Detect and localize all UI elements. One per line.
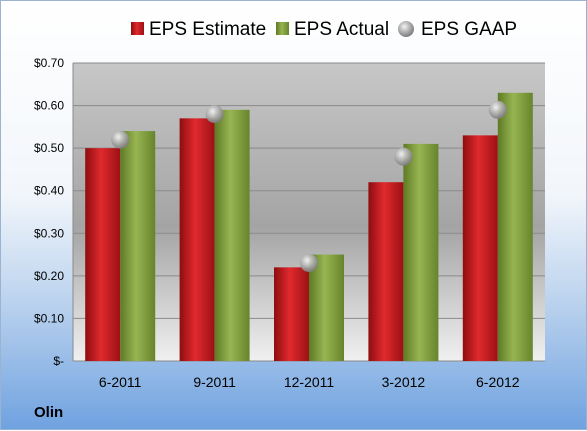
legend: EPS Estimate EPS Actual EPS GAAP xyxy=(131,19,517,40)
legend-label-actual: EPS Actual xyxy=(294,19,389,40)
legend-label-gaap: EPS GAAP xyxy=(421,19,517,40)
legend-swatch-estimate xyxy=(131,22,144,35)
y-tick-label: $0.20 xyxy=(34,269,64,283)
bar-estimate-6-2012 xyxy=(462,135,498,361)
x-tick-label: 12-2011 xyxy=(284,374,335,390)
bar-actual-3-2012 xyxy=(403,143,439,361)
marker-gaap-12-2011 xyxy=(300,254,318,273)
gaap-markers xyxy=(111,100,507,273)
x-tick-label: 3-2012 xyxy=(382,374,426,390)
marker-gaap-6-2012 xyxy=(488,100,507,119)
bar-estimate-9-2011 xyxy=(179,118,215,361)
y-tick-label: $0.40 xyxy=(34,184,64,198)
x-tick-label: 6-2012 xyxy=(476,374,520,390)
y-tick-label: $0.30 xyxy=(34,226,64,240)
x-tick-label: 9-2011 xyxy=(193,374,236,390)
bar-actual-6-2012 xyxy=(497,92,533,362)
bar-actual-9-2011 xyxy=(214,109,250,361)
x-axis: 6-2011 9-2011 12-2011 3-2012 6-2012 xyxy=(99,374,520,390)
legend-swatch-actual xyxy=(276,22,289,35)
marker-gaap-9-2011 xyxy=(205,105,224,124)
bar-estimate-12-2011 xyxy=(274,267,309,361)
bar-actual-12-2011 xyxy=(309,254,344,361)
bar-actual-6-2011 xyxy=(120,131,156,361)
y-tick-label: $0.10 xyxy=(34,311,64,325)
bar-estimate-3-2012 xyxy=(368,182,404,361)
x-tick-label: 6-2011 xyxy=(99,374,142,390)
legend-label-estimate: EPS Estimate xyxy=(149,19,266,40)
y-tick-label: $0.50 xyxy=(34,141,64,155)
marker-gaap-3-2012 xyxy=(394,147,413,166)
y-tick-label: $0.60 xyxy=(34,99,64,113)
bar-estimate-6-2011 xyxy=(85,148,121,361)
marker-gaap-6-2011 xyxy=(111,130,130,149)
y-tick-label: $- xyxy=(53,354,64,368)
company-label: Olin xyxy=(34,404,63,421)
legend-swatch-gaap xyxy=(398,21,414,37)
y-axis: $- $0.10 $0.20 $0.30 $0.40 $0.50 $0.60 $0.70 xyxy=(34,56,74,368)
y-tick-label: $0.70 xyxy=(34,56,64,70)
bars xyxy=(85,92,533,362)
